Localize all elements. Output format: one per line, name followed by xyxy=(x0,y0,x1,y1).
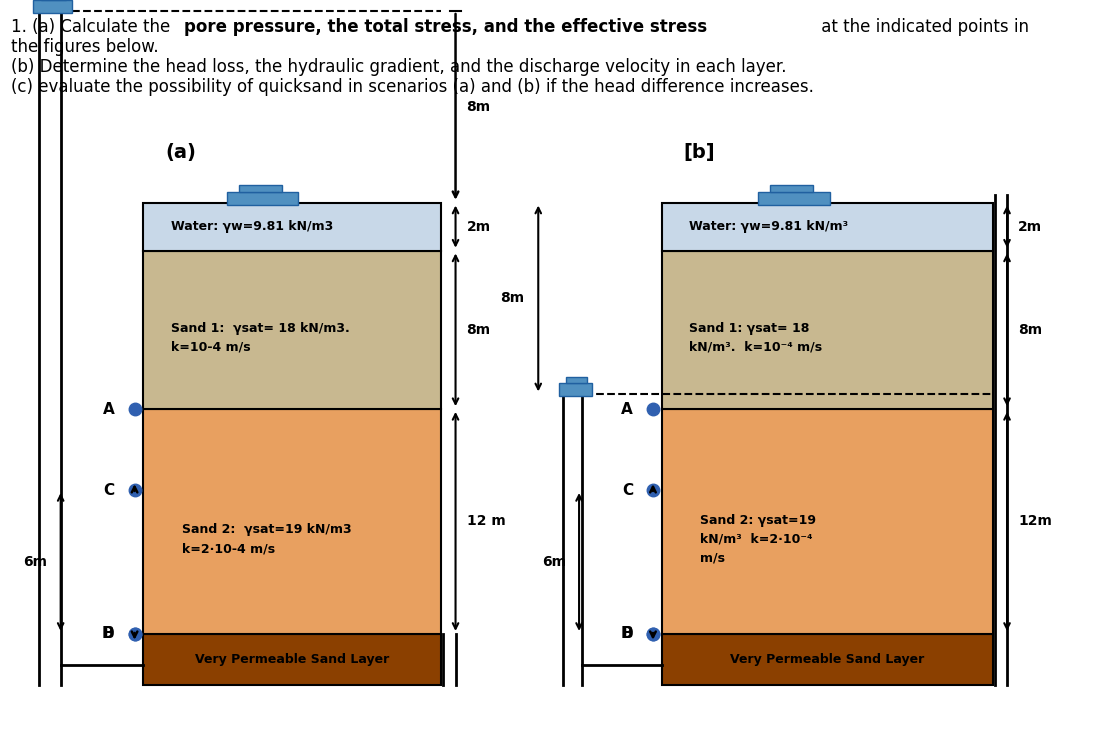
Bar xyxy=(559,383,592,396)
Text: 2m: 2m xyxy=(467,220,491,234)
Text: Water: γw=9.81 kN/m3: Water: γw=9.81 kN/m3 xyxy=(171,220,333,233)
Text: Sand 2:  γsat=19 kN/m3
k=2·10-4 m/s: Sand 2: γsat=19 kN/m3 k=2·10-4 m/s xyxy=(182,523,352,556)
Text: 12m: 12m xyxy=(1018,514,1052,528)
Bar xyxy=(662,634,993,685)
Text: 6m: 6m xyxy=(542,555,566,569)
Text: the figures below.: the figures below. xyxy=(11,38,159,56)
Text: 8m: 8m xyxy=(467,100,491,113)
Bar xyxy=(143,634,441,685)
Text: (c) evaluate the possibility of quicksand in scenarios (a) and (b) if the head d: (c) evaluate the possibility of quicksan… xyxy=(11,78,814,96)
Text: Very Permeable Sand Layer: Very Permeable Sand Layer xyxy=(195,653,389,666)
Bar xyxy=(143,251,441,409)
Text: 8m: 8m xyxy=(1018,323,1042,337)
Text: Very Permeable Sand Layer: Very Permeable Sand Layer xyxy=(730,653,924,666)
Text: at the indicated points in: at the indicated points in xyxy=(816,18,1029,36)
Text: 6m: 6m xyxy=(23,555,47,569)
Text: (a): (a) xyxy=(165,143,196,162)
Bar xyxy=(662,251,993,409)
Text: A: A xyxy=(621,402,633,416)
Text: Sand 2: γsat=19
kN/m³  k=2·10⁻⁴
m/s: Sand 2: γsat=19 kN/m³ k=2·10⁻⁴ m/s xyxy=(700,514,816,565)
Text: 2m: 2m xyxy=(1018,220,1042,234)
Text: 1. (a) Calculate the: 1. (a) Calculate the xyxy=(11,18,175,36)
Bar xyxy=(33,0,72,13)
Text: C: C xyxy=(104,483,115,497)
Text: [b]: [b] xyxy=(684,143,716,162)
Text: D: D xyxy=(621,626,633,641)
Bar xyxy=(238,185,281,192)
Text: 8m: 8m xyxy=(500,292,524,305)
Text: B: B xyxy=(621,626,633,641)
Text: C: C xyxy=(622,483,633,497)
Bar xyxy=(143,409,441,634)
Bar xyxy=(662,409,993,634)
Bar xyxy=(143,203,441,251)
Text: B: B xyxy=(103,626,115,641)
Text: Sand 1:  γsat= 18 kN/m3.
k=10-4 m/s: Sand 1: γsat= 18 kN/m3. k=10-4 m/s xyxy=(171,322,350,354)
Bar xyxy=(662,203,993,251)
Bar xyxy=(770,185,813,192)
Text: A: A xyxy=(103,402,115,416)
Text: D: D xyxy=(103,626,115,641)
Text: 12 m: 12 m xyxy=(467,514,505,528)
Text: Sand 1: γsat= 18
kN/m³.  k=10⁻⁴ m/s: Sand 1: γsat= 18 kN/m³. k=10⁻⁴ m/s xyxy=(689,322,823,354)
Bar xyxy=(759,192,829,205)
Text: pore pressure, the total stress, and the effective stress: pore pressure, the total stress, and the… xyxy=(184,18,707,36)
Text: 8m: 8m xyxy=(467,323,491,337)
Text: (b) Determine the head loss, the hydraulic gradient, and the discharge velocity : (b) Determine the head loss, the hydraul… xyxy=(11,58,786,76)
Bar xyxy=(566,377,587,383)
Bar xyxy=(227,192,298,205)
Text: Water: γw=9.81 kN/m³: Water: γw=9.81 kN/m³ xyxy=(689,220,848,233)
